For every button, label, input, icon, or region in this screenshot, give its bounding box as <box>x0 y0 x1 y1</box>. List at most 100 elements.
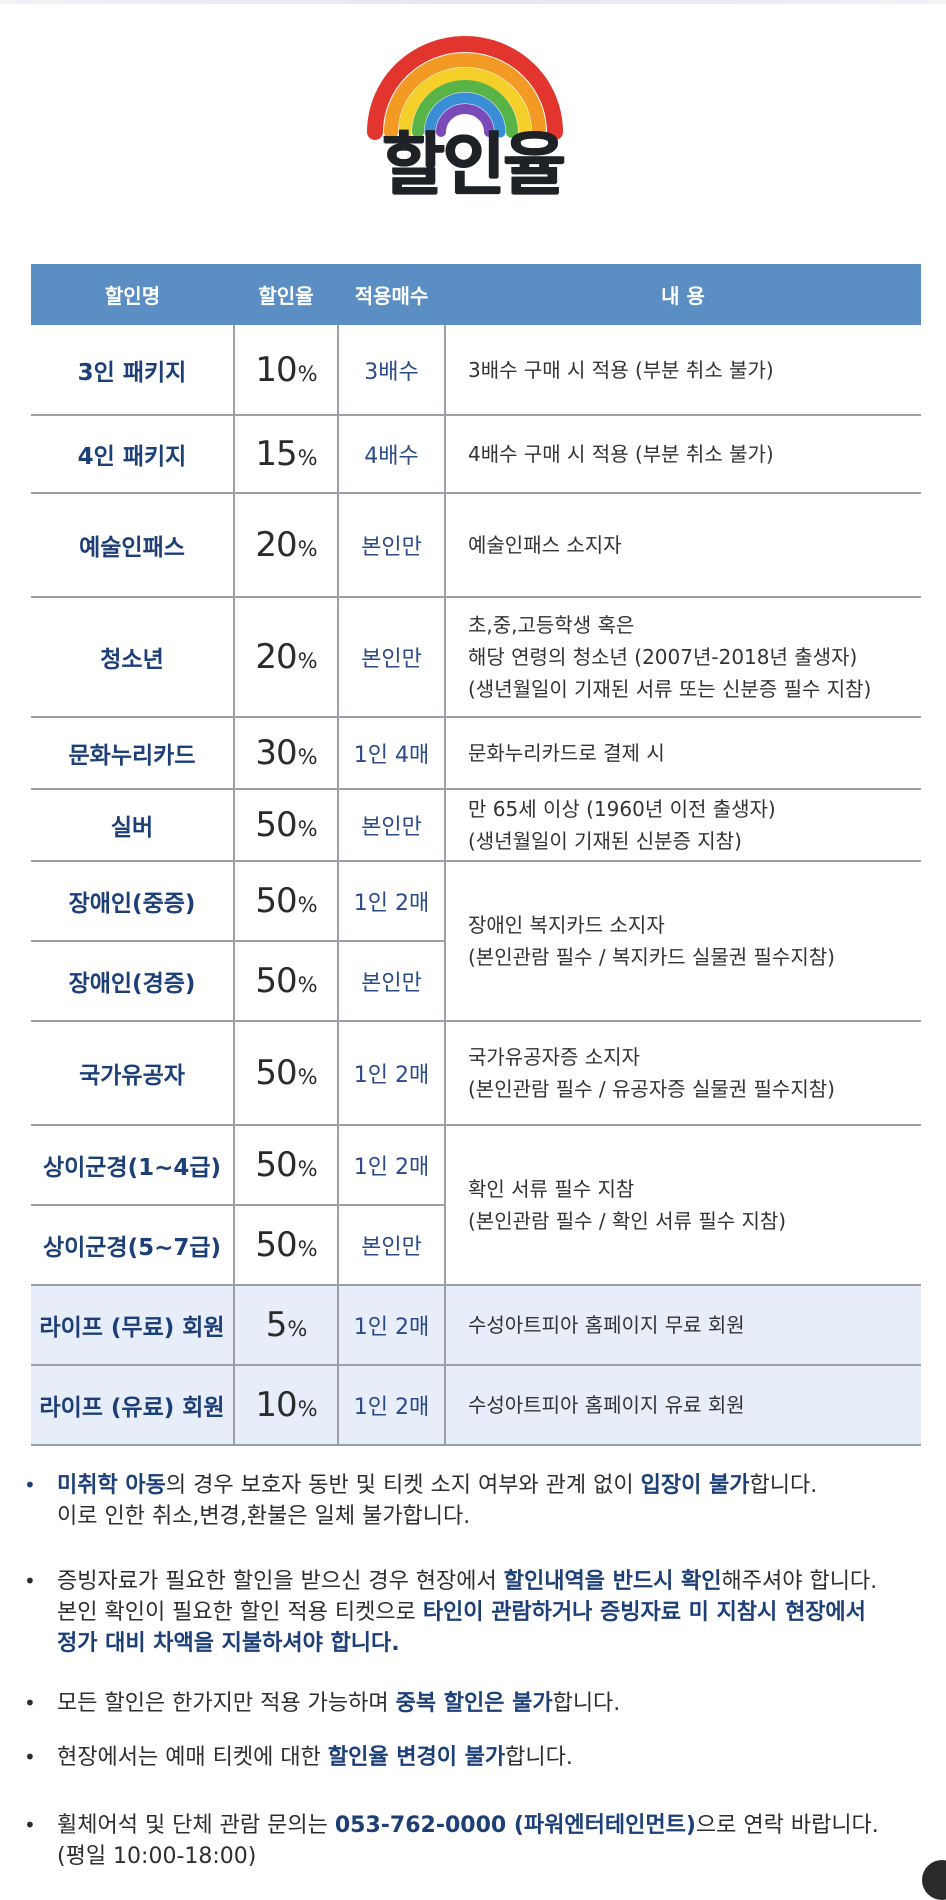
notice-highlight: 정가 대비 차액을 지불하셔야 합니다. <box>57 1631 400 1656</box>
table-row: 실버 50% 본인만 만 65세 이상 (1960년 이전 출생자) (생년월일이 기재… <box>31 789 921 862</box>
notice-text: 현장에서는 예매 티켓에 대한 할인율 변경이 불가합니다. <box>57 1742 937 1773</box>
notice-highlight: 미취학 아동 <box>57 1473 166 1498</box>
percent-sign: % <box>297 361 318 386</box>
percent-sign: % <box>297 893 318 917</box>
discount-rate: 15% <box>233 415 338 494</box>
rate-value: 5 <box>265 1305 288 1345</box>
table-row: 청소년 20% 본인만 초,중,고등학생 혹은 해당 연령의 청소년 (2007년-20… <box>31 597 921 718</box>
discount-name: 국가유공자 <box>31 1021 234 1126</box>
description-line: 3배수 구매 시 적용 (부분 취소 불가) <box>468 357 774 382</box>
discount-name: 상이군경(5~7급) <box>31 1205 234 1286</box>
description-line: 문화누리카드로 결제 시 <box>468 741 665 765</box>
bullet-icon: • <box>24 1569 36 1593</box>
notice-line: 모든 할인은 한가지만 적용 가능하며 중복 할인은 불가합니다. <box>57 1688 937 1719</box>
top-strip <box>0 0 946 4</box>
table-row: 4인 패키지 15% 4배수 4배수 구매 시 적용 (부분 취소 불가) <box>31 415 921 494</box>
percent-sign: % <box>297 1397 318 1421</box>
notice-segment: 휠체어석 및 단체 관람 문의는 <box>57 1813 335 1838</box>
notice-line: 미취학 아동의 경우 보호자 동반 및 티켓 소지 여부와 관계 없이 입장이 … <box>57 1470 937 1501</box>
notice-segment: 합니다. <box>552 1691 621 1716</box>
notice-segment: 모든 할인은 한가지만 적용 가능하며 <box>57 1691 396 1716</box>
discount-name: 상이군경(1~4급) <box>31 1125 234 1206</box>
discount-rate: 50% <box>233 941 338 1022</box>
notice-segment: 으로 연락 바랍니다. <box>695 1813 879 1838</box>
percent-sign: % <box>297 817 318 841</box>
discount-name: 장애인(중증) <box>31 861 234 942</box>
notice-line: 휠체어석 및 단체 관람 문의는 053-762-0000 (파워엔터테인먼트)… <box>57 1810 937 1841</box>
discount-description: 확인 서류 필수 지참 (본인관람 필수 / 확인 서류 필수 지참) <box>444 1125 921 1286</box>
percent-sign: % <box>297 537 318 561</box>
discount-rate: 30% <box>233 717 338 790</box>
discount-rate: 50% <box>233 789 338 862</box>
table-row: 문화누리카드 30% 1인 4매 문화누리카드로 결제 시 <box>31 717 921 790</box>
discount-rate: 5% <box>233 1285 338 1366</box>
notice-segment: 증빙자료가 필요한 할인을 받으신 경우 현장에서 <box>57 1569 504 1594</box>
notice-line: 현장에서는 예매 티켓에 대한 할인율 변경이 불가합니다. <box>57 1742 937 1773</box>
description-line: (본인관람 필수 / 유공자증 실물권 필수지참) <box>468 1077 835 1101</box>
applicable-quantity: 본인만 <box>337 789 445 862</box>
discount-table: 할인명 할인율 적용매수 내 용 3인 패키지 10% 3배수 3배수 구매 시 적용… <box>31 264 921 1446</box>
rate-value: 50 <box>255 961 297 1001</box>
percent-sign: % <box>297 745 318 769</box>
notice-highlight: 할인율 변경이 불가 <box>327 1745 506 1770</box>
discount-name: 장애인(경증) <box>31 941 234 1022</box>
description-line: 4배수 구매 시 적용 (부분 취소 불가) <box>468 442 774 466</box>
notice-line: 정가 대비 차액을 지불하셔야 합니다. <box>57 1628 937 1659</box>
description-line: (본인관람 필수 / 복지카드 실물권 필수지참) <box>468 945 835 969</box>
description-line: 예술인패스 소지자 <box>468 533 622 557</box>
description-line: 장애인 복지카드 소지자 <box>468 913 665 937</box>
notice-text: 휠체어석 및 단체 관람 문의는 053-762-0000 (파워엔터테인먼트)… <box>57 1810 937 1872</box>
bullet-icon: • <box>24 1813 36 1837</box>
applicable-quantity: 본인만 <box>337 597 445 718</box>
notice-line: (평일 10:00-18:00) <box>57 1841 937 1872</box>
notice-highlight: 할인내역을 반드시 확인 <box>503 1569 722 1594</box>
percent-sign: % <box>297 973 318 997</box>
applicable-quantity: 1인 2매 <box>337 1285 445 1366</box>
rate-value: 30 <box>255 733 297 773</box>
discount-name: 라이프 (유료) 회원 <box>31 1365 234 1446</box>
discount-name: 실버 <box>31 789 234 862</box>
discount-rate: 50% <box>233 861 338 942</box>
discount-name: 예술인패스 <box>31 493 234 598</box>
discount-description: 만 65세 이상 (1960년 이전 출생자) (생년월일이 기재된 신분증 지참… <box>444 789 921 862</box>
percent-sign: % <box>297 649 318 673</box>
discount-name: 4인 패키지 <box>31 415 234 494</box>
rate-value: 20 <box>255 637 297 677</box>
discount-description: 수성아트피아 홈페이지 유료 회원 <box>444 1365 921 1446</box>
discount-rate: 20% <box>233 597 338 718</box>
discount-rate: 50% <box>233 1125 338 1206</box>
description-line: (생년월일이 기재된 신분증 지참) <box>468 829 742 853</box>
notice-segment: 본인 확인이 필요한 할인 적용 티켓으로 <box>57 1600 423 1625</box>
table-row: 예술인패스 20% 본인만 예술인패스 소지자 <box>31 493 921 598</box>
table-row: 장애인(경증) 50% 본인만 <box>31 941 921 1022</box>
rate-value: 15 <box>255 434 297 474</box>
discount-rate: 10% <box>233 325 338 416</box>
percent-sign: % <box>297 446 318 470</box>
rate-value: 50 <box>255 1225 297 1265</box>
notice-segment: 합니다. <box>505 1745 573 1770</box>
rate-value: 10 <box>255 1385 297 1425</box>
discount-description: 3배수 구매 시 적용 (부분 취소 불가) <box>444 325 921 416</box>
table-header-row: 할인명 할인율 적용매수 내 용 <box>31 264 921 325</box>
header-rate: 할인율 <box>234 264 338 325</box>
description-line: 해당 연령의 청소년 (2007년-2018년 출생자) <box>468 645 858 669</box>
bullet-icon: • <box>24 1745 36 1769</box>
applicable-quantity: 1인 2매 <box>337 861 445 942</box>
table-row: 상이군경(5~7급) 50% 본인만 <box>31 1205 921 1286</box>
description-line: 만 65세 이상 (1960년 이전 출생자) <box>468 797 776 821</box>
discount-description: 초,중,고등학생 혹은 해당 연령의 청소년 (2007년-2018년 출생자) (… <box>444 597 921 718</box>
applicable-quantity: 1인 4매 <box>337 717 445 790</box>
notice-highlight: 053-762-0000 (파워엔터테인먼트) <box>334 1813 696 1838</box>
notice-line: 이로 인한 취소,변경,환불은 일체 불가합니다. <box>57 1501 937 1532</box>
applicable-quantity: 3배수 <box>337 325 445 416</box>
description-line: 초,중,고등학생 혹은 <box>468 613 635 637</box>
notice-segment: 의 경우 보호자 동반 및 티켓 소지 여부와 관계 없이 <box>165 1473 641 1498</box>
description-line: 국가유공자증 소지자 <box>468 1045 640 1069</box>
header-name: 할인명 <box>31 264 234 325</box>
notice-segment: 해주셔야 합니다. <box>721 1569 878 1594</box>
table-row: 장애인(중증) 50% 1인 2매 장애인 복지카드 소지자 (본인관람 필수 / 복지… <box>31 861 921 1022</box>
description-line: 수성아트피아 홈페이지 유료 회원 <box>468 1393 745 1417</box>
percent-sign: % <box>297 1157 318 1181</box>
rate-value: 50 <box>255 881 297 921</box>
applicable-quantity: 본인만 <box>337 941 445 1022</box>
